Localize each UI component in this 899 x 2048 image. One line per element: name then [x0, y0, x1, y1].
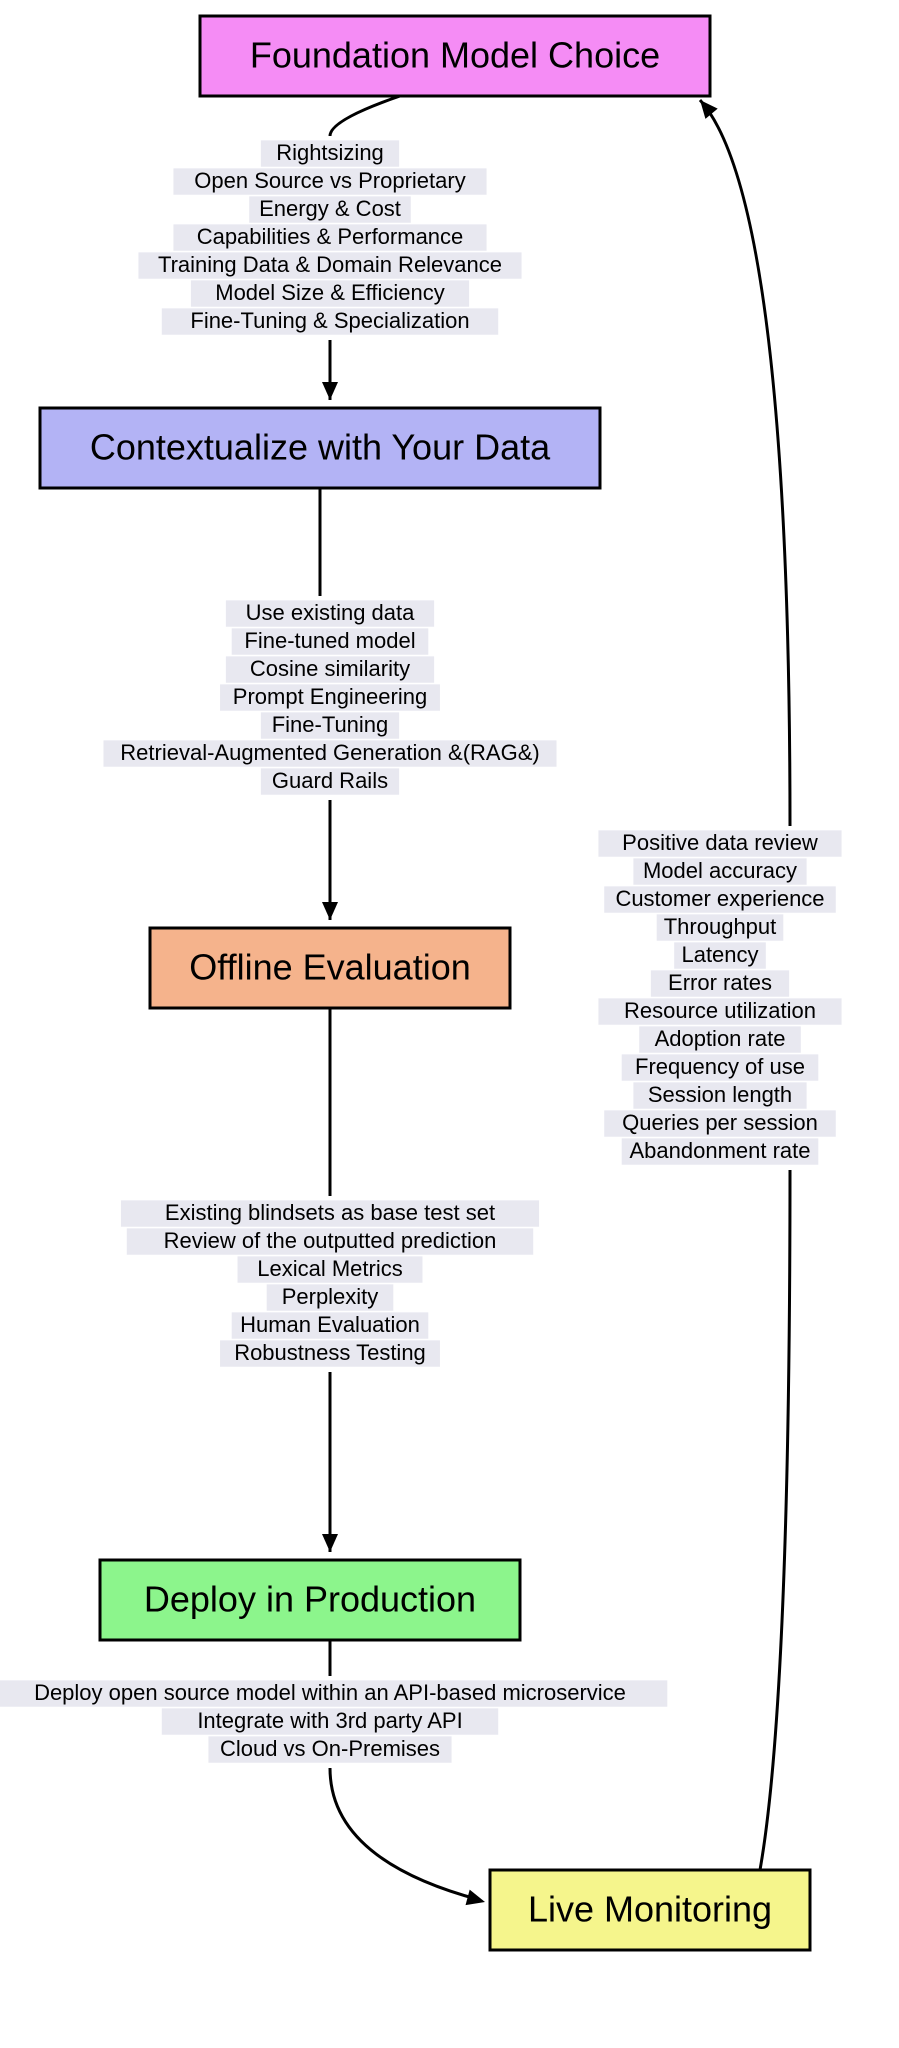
node-foundation: Foundation Model Choice	[200, 16, 710, 96]
edge-item-label: Prompt Engineering	[233, 684, 427, 709]
edge-item-label: Perplexity	[282, 1284, 379, 1309]
edge-item-label: Human Evaluation	[240, 1312, 420, 1337]
edge-item-label: Retrieval-Augmented Generation &(RAG&)	[120, 740, 539, 765]
edge-item-label: Energy & Cost	[259, 196, 401, 221]
node-label: Offline Evaluation	[189, 947, 471, 988]
edge-deploy-to-live: Deploy open source model within an API-b…	[0, 1640, 667, 1905]
edge-item-label: Fine-Tuning	[272, 712, 389, 737]
edge-item-label: Positive data review	[622, 830, 818, 855]
edge-item-label: Training Data & Domain Relevance	[158, 252, 502, 277]
edge-item-label: Fine-tuned model	[244, 628, 415, 653]
edge-item-label: Robustness Testing	[234, 1340, 426, 1365]
edge-foundation-to-contextualize: Rightsizing Open Source vs Proprietary Ene…	[138, 96, 521, 400]
edge-item-label: Integrate with 3rd party API	[197, 1708, 462, 1733]
edge-item-label: Capabilities & Performance	[197, 224, 464, 249]
arrow-head-icon	[322, 382, 338, 400]
node-live: Live Monitoring	[490, 1870, 810, 1950]
edge-item-label: Review of the outputted prediction	[164, 1228, 497, 1253]
node-contextualize: Contextualize with Your Data	[40, 408, 600, 488]
flowchart-diagram: Rightsizing Open Source vs Proprietary Ene…	[0, 0, 899, 2048]
edge-item-label: Existing blindsets as base test set	[165, 1200, 495, 1225]
edge-item-label: Model Size & Efficiency	[215, 280, 444, 305]
node-label: Deploy in Production	[144, 1579, 476, 1620]
edge-line	[760, 1170, 790, 1870]
edge-item-label: Resource utilization	[624, 998, 816, 1023]
edge-item-label: Lexical Metrics	[257, 1256, 402, 1281]
edge-item-label: Frequency of use	[635, 1054, 805, 1079]
edge-item-label: Open Source vs Proprietary	[194, 168, 465, 193]
edge-line	[700, 100, 790, 826]
edge-item-label: Session length	[648, 1082, 792, 1107]
edge-item-label: Fine-Tuning & Specialization	[190, 308, 469, 333]
edge-item-label: Model accuracy	[643, 858, 797, 883]
edge-item-label: Cosine similarity	[250, 656, 410, 681]
edge-line	[330, 96, 400, 136]
node-label: Contextualize with Your Data	[90, 427, 551, 468]
edge-item-label: Guard Rails	[272, 768, 388, 793]
edge-contextualize-to-offline: Use existing data Fine-tuned model Cosine …	[103, 488, 556, 920]
edge-item-label: Abandonment rate	[629, 1138, 810, 1163]
arrow-head-icon	[322, 1534, 338, 1552]
arrow-head-icon	[322, 902, 338, 920]
edge-item-label: Use existing data	[246, 600, 416, 625]
node-label: Foundation Model Choice	[250, 35, 660, 76]
edge-live-to-foundation: Positive data review Model accuracy Custom…	[598, 100, 841, 1870]
arrow-head-icon	[466, 1890, 485, 1905]
edge-offline-to-deploy: Existing blindsets as base test set Revie…	[121, 1008, 539, 1552]
edge-item-label: Queries per session	[622, 1110, 818, 1135]
edge-item-label: Customer experience	[615, 886, 824, 911]
arrow-head-icon	[700, 100, 718, 119]
edge-item-label: Cloud vs On-Premises	[220, 1736, 440, 1761]
edge-item-label: Adoption rate	[655, 1026, 786, 1051]
edge-item-label: Error rates	[668, 970, 772, 995]
node-label: Live Monitoring	[528, 1889, 772, 1930]
edge-line	[330, 1768, 480, 1900]
edge-item-label: Rightsizing	[276, 140, 384, 165]
edge-item-label: Latency	[681, 942, 758, 967]
edge-item-label: Throughput	[664, 914, 777, 939]
node-offline: Offline Evaluation	[150, 928, 510, 1008]
edge-item-label: Deploy open source model within an API-b…	[34, 1680, 626, 1705]
node-deploy: Deploy in Production	[100, 1560, 520, 1640]
